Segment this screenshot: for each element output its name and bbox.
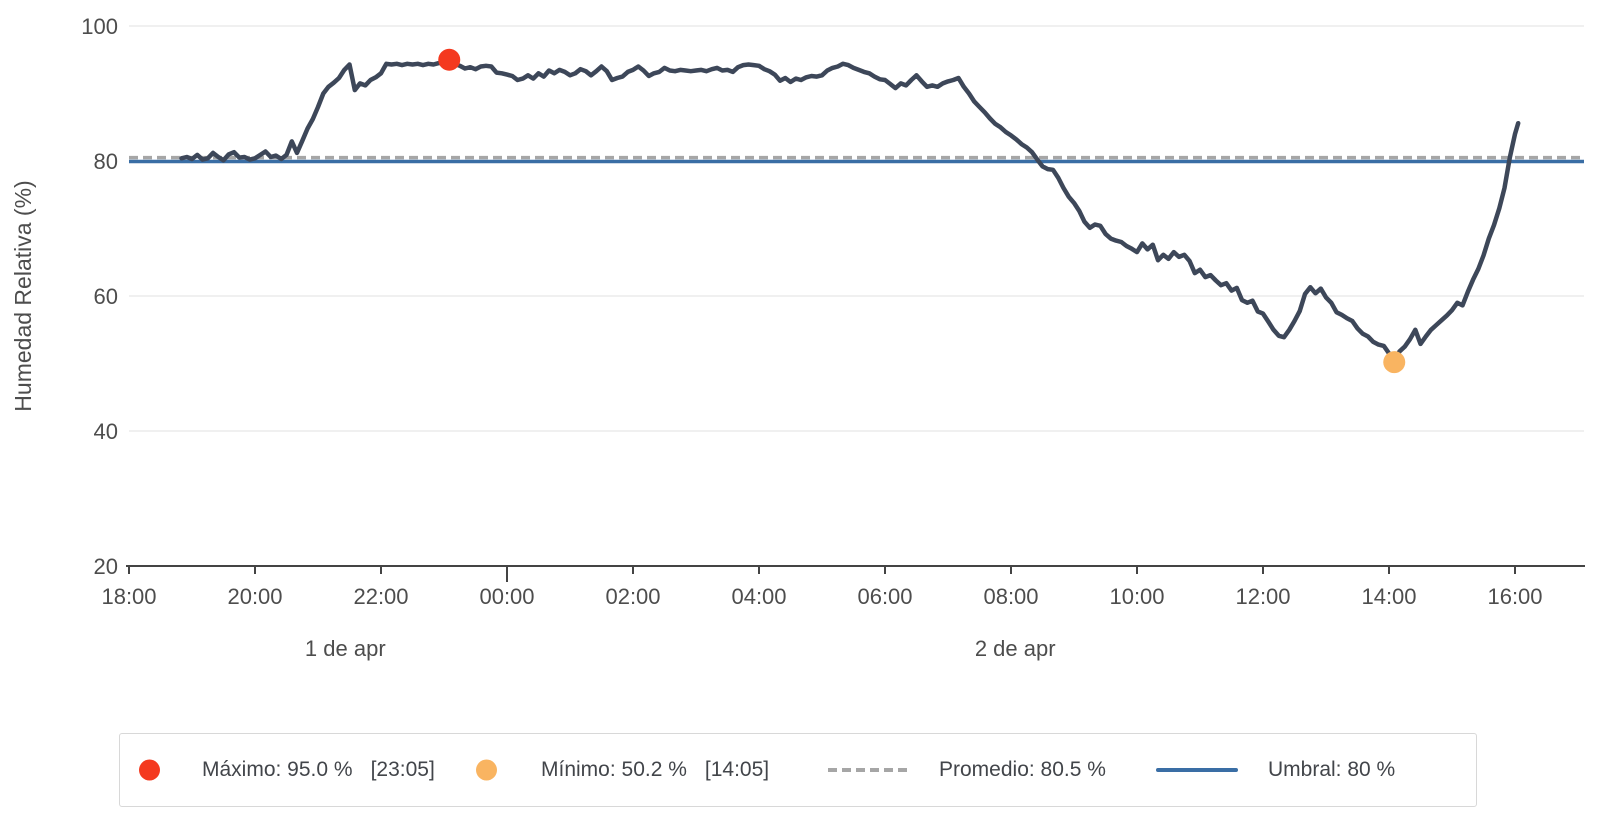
legend-item-promedio: Promedio: 80.5 % xyxy=(939,758,1106,781)
y-axis-title: Humedad Relativa (%) xyxy=(10,180,36,411)
y-tick-label: 80 xyxy=(94,149,118,174)
max-point-swatch xyxy=(139,759,160,781)
x-date-label: 2 de apr xyxy=(975,636,1056,661)
x-tick-label: 20:00 xyxy=(227,584,282,609)
x-tick-label: 04:00 xyxy=(731,584,786,609)
x-tick-label: 02:00 xyxy=(605,584,660,609)
legend-min-label: Mínimo: 50.2 % xyxy=(541,758,687,781)
legend-item-max: Máximo: 95.0 % [23:05] xyxy=(202,758,435,782)
legend-max-time: [23:05] xyxy=(370,758,435,781)
x-tick-label: 06:00 xyxy=(857,584,912,609)
threshold-line-swatch xyxy=(1156,768,1238,772)
legend-item-min: Mínimo: 50.2 % [14:05] xyxy=(541,758,769,782)
x-tick-label: 14:00 xyxy=(1361,584,1416,609)
legend-max-label: Máximo: 95.0 % xyxy=(202,758,353,781)
data-series-line xyxy=(179,57,1521,365)
max-point-marker xyxy=(438,48,461,71)
legend: Máximo: 95.0 % [23:05] Mínimo: 50.2 % [14:… xyxy=(119,733,1477,807)
y-tick-label: 100 xyxy=(81,14,118,39)
y-tick-label: 20 xyxy=(94,554,118,579)
x-tick-label: 22:00 xyxy=(353,584,408,609)
x-tick-label: 08:00 xyxy=(983,584,1038,609)
x-tick-label: 16:00 xyxy=(1487,584,1542,609)
min-point-marker xyxy=(1383,351,1406,374)
average-line-swatch xyxy=(828,768,912,772)
x-tick-label: 12:00 xyxy=(1235,584,1290,609)
legend-min-time: [14:05] xyxy=(704,758,770,781)
min-point-swatch xyxy=(476,759,497,781)
x-tick-label: 10:00 xyxy=(1109,584,1164,609)
y-tick-label: 60 xyxy=(94,284,118,309)
legend-item-umbral: Umbral: 80 % xyxy=(1268,758,1396,781)
y-tick-label: 40 xyxy=(94,419,118,444)
x-tick-label: 18:00 xyxy=(101,584,156,609)
x-date-label: 1 de apr xyxy=(305,636,386,661)
x-tick-label: 00:00 xyxy=(479,584,534,609)
